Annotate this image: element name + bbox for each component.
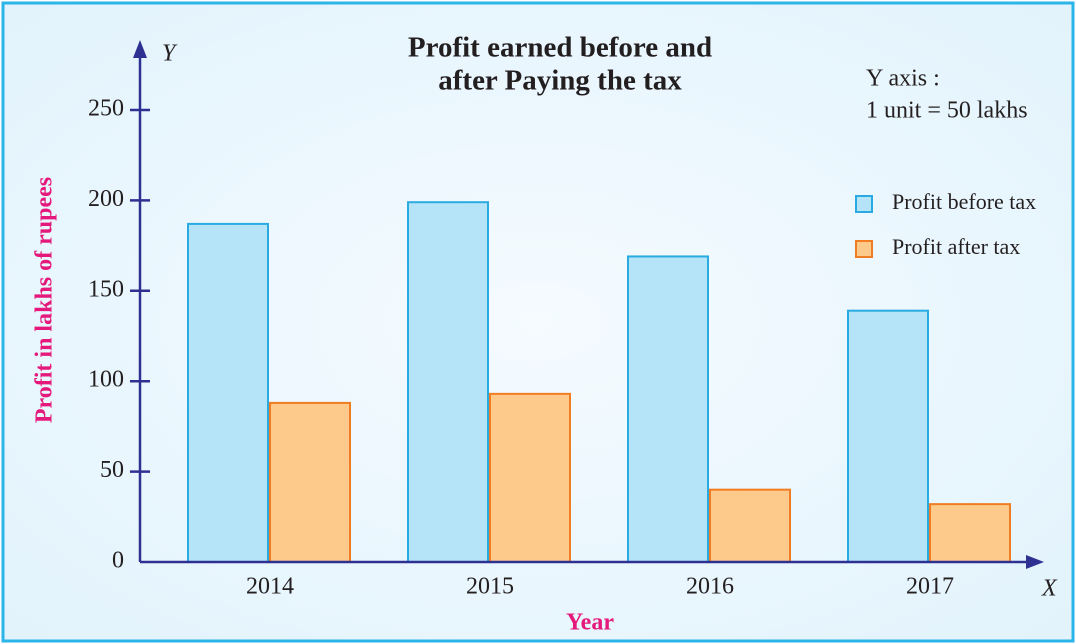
bar xyxy=(847,309,929,563)
bar xyxy=(187,222,269,564)
y-tick-label: 150 xyxy=(88,276,124,302)
x-symbol: X xyxy=(1041,576,1058,602)
bar xyxy=(627,255,709,563)
x-tick-label: 2014 xyxy=(246,574,294,600)
x-tick-label: 2015 xyxy=(466,574,514,600)
y-arrow xyxy=(133,40,147,58)
y-tick-label: 50 xyxy=(100,457,124,483)
legend-label: Profit before tax xyxy=(892,189,1036,214)
x-tick-label: 2016 xyxy=(686,574,734,600)
y-symbol: Y xyxy=(162,41,178,67)
bar xyxy=(709,488,791,563)
x-axis-label: Year xyxy=(566,610,614,636)
bar xyxy=(929,503,1011,564)
legend-label: Profit after tax xyxy=(892,234,1020,259)
y-tick-label: 200 xyxy=(88,186,124,212)
y-axis-label: Profit in lakhs of rupees xyxy=(32,177,58,423)
y-tick-label: 0 xyxy=(112,548,124,574)
y-tick-label: 100 xyxy=(88,367,124,393)
bar xyxy=(489,392,571,563)
annotation: 1 unit = 50 lakhs xyxy=(866,98,1028,124)
y-tick-label: 250 xyxy=(88,96,124,122)
legend-swatch xyxy=(855,195,873,213)
chart-title: Profit earned before and xyxy=(408,32,712,64)
chart-title: after Paying the tax xyxy=(438,65,682,97)
annotation: Y axis : xyxy=(866,66,940,92)
bar xyxy=(269,401,351,563)
x-tick-label: 2017 xyxy=(906,574,954,600)
x-arrow xyxy=(1026,555,1044,569)
bar xyxy=(407,201,489,563)
legend-swatch xyxy=(855,240,873,258)
